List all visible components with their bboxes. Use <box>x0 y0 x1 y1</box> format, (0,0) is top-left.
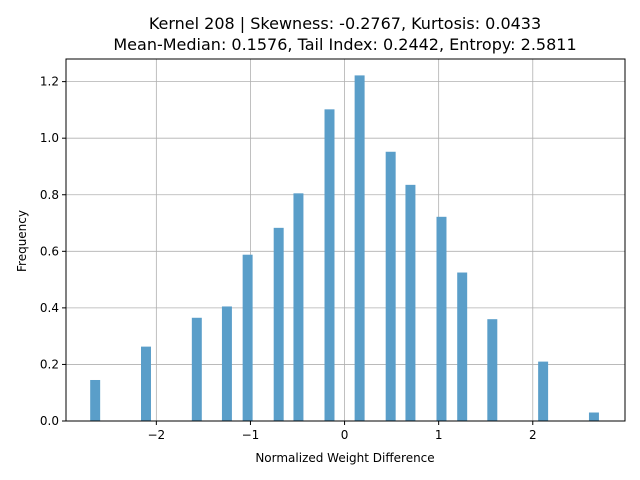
histogram-bar <box>588 412 599 421</box>
histogram-bar <box>385 151 396 421</box>
y-tick-label: 1.2 <box>40 75 59 89</box>
y-tick-label: 1.0 <box>40 131 59 145</box>
histogram-bar <box>141 346 151 421</box>
x-tick-label: 1 <box>435 428 443 442</box>
histogram-bar <box>273 227 284 421</box>
x-tick-label: −2 <box>147 428 165 442</box>
histogram-bar <box>436 216 447 421</box>
x-tick-label: −1 <box>242 428 260 442</box>
histogram-bar <box>242 254 253 421</box>
histogram-bar <box>221 306 232 421</box>
y-tick-label: 0.2 <box>40 357 59 371</box>
histogram-bar <box>354 75 365 421</box>
x-axis-label: Normalized Weight Difference <box>255 451 434 465</box>
histogram-bar <box>457 272 468 421</box>
histogram-bar <box>293 193 304 421</box>
histogram-bar <box>538 361 549 421</box>
plot-frame <box>65 58 626 422</box>
y-axis-label: Frequency <box>15 210 29 272</box>
y-tick-label: 0.0 <box>40 414 59 428</box>
bars <box>90 75 599 421</box>
histogram-bar <box>90 379 101 421</box>
histogram-bar <box>487 319 498 421</box>
histogram-bar <box>405 184 416 421</box>
x-tick-label: 2 <box>529 428 537 442</box>
y-tick-label: 0.4 <box>40 301 59 315</box>
x-tick-label: 0 <box>341 428 349 442</box>
y-tick-label: 0.8 <box>40 188 59 202</box>
x-axis-ticks: −2 −1 0 1 2 <box>147 421 537 442</box>
chart-title-line-2: Mean-Median: 0.1576, Tail Index: 0.2442,… <box>113 35 576 54</box>
histogram-bar <box>324 109 335 421</box>
y-axis-ticks: 0.0 0.2 0.4 0.6 0.8 1.0 1.2 <box>40 75 66 428</box>
histogram-bar <box>191 317 202 421</box>
chart-title-line-1: Kernel 208 | Skewness: -0.2767, Kurtosis… <box>149 14 541 33</box>
y-tick-label: 0.6 <box>40 244 59 258</box>
